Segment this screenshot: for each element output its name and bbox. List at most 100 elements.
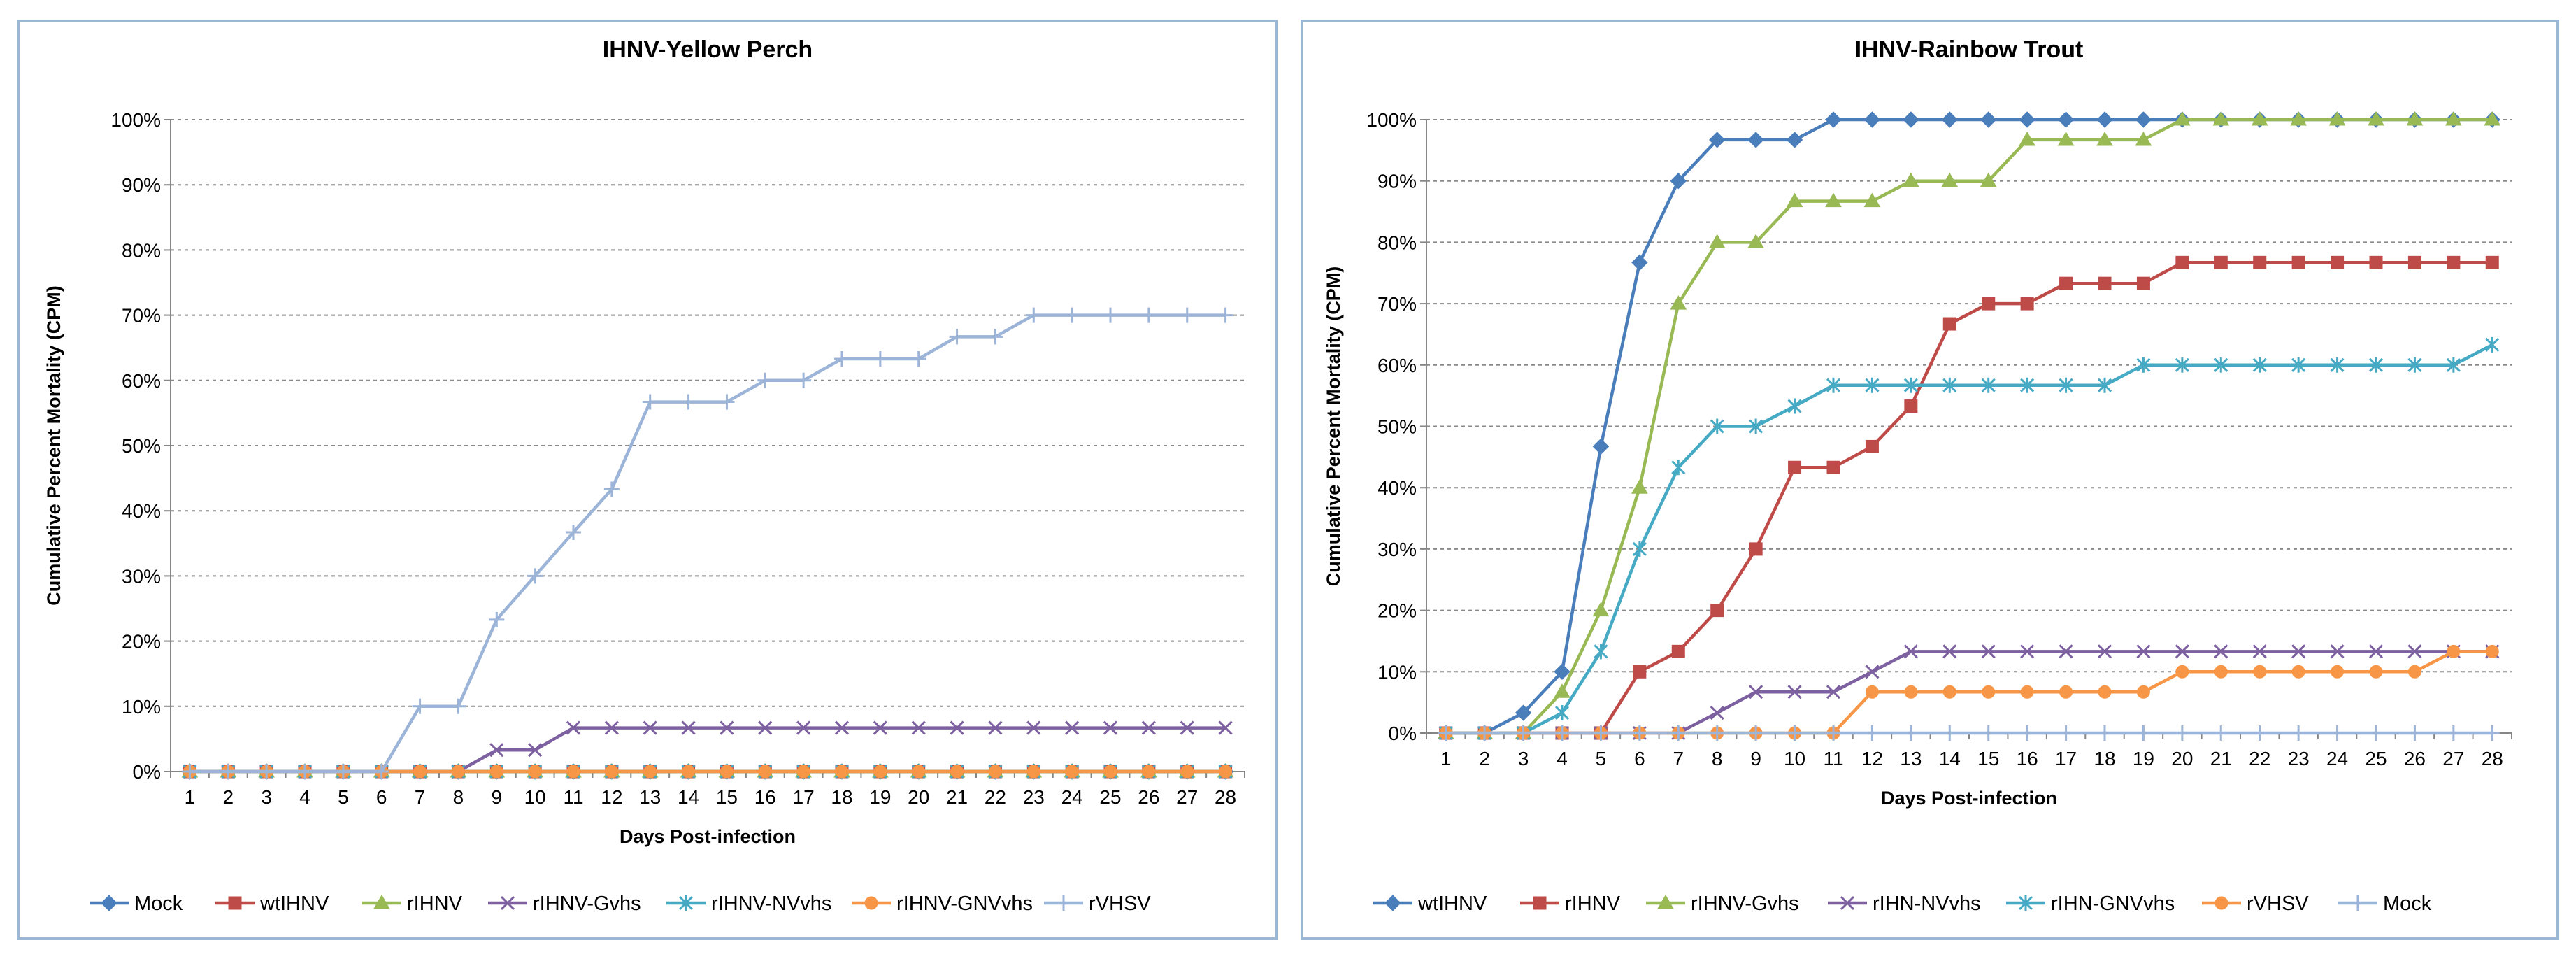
x-tick-label: 1 [1440,748,1452,769]
data-point [1826,377,1841,393]
y-tick-label: 10% [1378,661,1417,683]
data-point [1941,172,1959,187]
data-point [2368,111,2384,126]
legend-marker [500,895,515,911]
x-tick-label: 23 [1023,786,1045,808]
data-point [2059,685,2073,699]
data-point [1142,765,1156,779]
data-point [2135,111,2152,128]
data-point [1826,460,1840,474]
data-point [950,765,964,779]
legend-item: wtIHNV [215,893,329,915]
data-point [1825,192,1842,208]
x-tick-label: 3 [1518,748,1529,769]
legend-label: rIHN-GNVvhs [2051,893,2175,915]
legend-item: rIHNV-NVvhs [666,893,831,915]
data-point [604,720,619,735]
data-point [1554,663,1570,681]
data-point [720,765,734,779]
data-point [1942,725,1958,741]
data-point [489,743,504,758]
data-point [719,394,735,410]
data-point [2059,644,2073,659]
data-point [1942,317,1956,331]
data-point [1632,541,1647,557]
series-line [1445,343,2493,735]
x-tick-label: 20 [2171,748,2193,769]
data-point [1438,725,1454,741]
data-point [988,765,1002,779]
data-point [873,720,887,735]
data-point [2214,644,2228,659]
data-point [2484,725,2500,741]
data-point [1787,398,1802,414]
data-point [2096,131,2113,146]
y-tick-label: 100% [110,109,161,131]
data-point [2059,377,2073,393]
x-tick-label: 17 [793,786,815,808]
legend-item: rIHN-GNVvhs [2006,893,2175,915]
data-point [1903,644,1918,659]
data-point [412,698,428,714]
x-tick-label: 25 [1099,786,1121,808]
data-point [1217,307,1233,323]
data-point [373,764,389,779]
y-tick-label: 100% [1366,109,1417,131]
data-point [2098,276,2112,290]
data-point [2252,644,2267,659]
legend-item: rIHNV-Gvhs [488,893,641,915]
data-point [1065,765,1079,779]
legend-marker [2214,896,2228,910]
x-tick-label: 9 [1750,748,1761,769]
y-tick-label: 90% [122,174,161,196]
data-point [910,351,926,367]
data-point [2214,255,2228,269]
data-point [1064,307,1080,323]
legend-marker [864,896,878,910]
y-tick-label: 60% [122,370,161,392]
data-point [1631,725,1647,741]
data-point [528,765,542,779]
data-point [1981,377,1996,393]
data-point [912,765,926,779]
data-point [1670,295,1687,310]
y-tick-label: 90% [1378,171,1417,192]
data-point [450,698,466,714]
data-point [2173,111,2191,126]
data-point [1902,172,1919,187]
data-point [796,765,810,779]
legend-label: rIHNV-Gvhs [1691,893,1799,915]
data-point [1826,685,1841,699]
legend-label: rIHNV [1565,893,1621,915]
data-point [1103,307,1118,323]
data-point [1980,111,1997,128]
legend-item: rVHSV [1044,893,1151,915]
x-tick-label: 6 [1634,748,1645,769]
x-tick-label: 26 [1138,786,1159,808]
x-tick-label: 6 [376,786,387,808]
x-tick-label: 13 [1900,748,1922,769]
data-point [1786,192,1803,208]
data-point [873,765,887,779]
legend-label: wtIHNV [1417,893,1487,915]
legend-item: rIHNV [362,893,463,915]
data-point [1593,725,1609,741]
data-point [451,765,465,779]
data-point [2214,665,2228,679]
x-tick-label: 28 [1215,786,1236,808]
data-point [1941,111,1958,128]
data-point [1477,725,1493,741]
data-point [1218,720,1233,735]
data-point [2330,357,2345,373]
legend: wtIHNV rIHNV rIHNV-Gvhs rIHN-NVvhs rIHN-GNVv… [1373,893,2432,915]
data-point [643,720,657,735]
x-tick-label: 2 [1479,748,1490,769]
data-point [834,720,850,735]
y-tick-label: 70% [122,305,161,327]
legend-label: rIHNV-NVvhs [711,893,831,915]
chart-panel-rainbow-trout: IHNV-Rainbow Trout 0% 10% 20% 30% 40% 50% 60% 70… [1301,20,2559,940]
x-axis-title: Days Post-infection [620,826,796,847]
data-point [2290,111,2307,126]
data-point [2020,377,2035,393]
data-point [2097,644,2112,659]
